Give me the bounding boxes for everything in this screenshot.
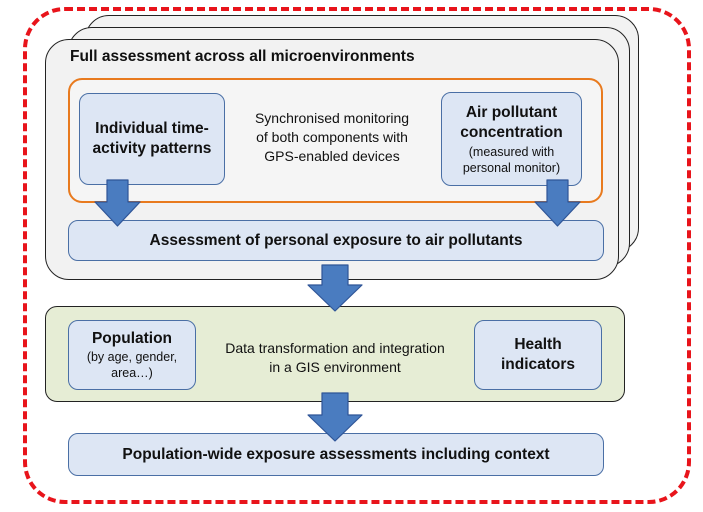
population-box: Population (by age, gender, area…) [68, 320, 196, 390]
down-arrow [307, 264, 363, 312]
down-arrow [307, 392, 363, 442]
dashed-boundary [23, 7, 691, 504]
sync-text-line: of both components with [256, 129, 408, 145]
down-arrow [94, 179, 141, 227]
air-pollutant-box: Air pollutant concentration (measured wi… [441, 92, 582, 186]
health-indicators-label: Health indicators [500, 336, 576, 373]
down-arrow [534, 179, 581, 227]
population-exposure-label: Population-wide exposure assessments inc… [122, 445, 550, 463]
population-note: (by age, gender, area…) [86, 350, 178, 380]
time-activity-box: Individual time-activity patterns [79, 93, 225, 185]
health-indicators-box: Health indicators [474, 320, 602, 390]
sync-text-line: GPS-enabled devices [264, 148, 400, 164]
air-pollutant-title: Air pollutant concentration [460, 103, 563, 141]
air-pollutant-note: (measured with personal monitor) [462, 144, 561, 175]
population-title: Population [91, 330, 173, 347]
transform-text-line: in a GIS environment [269, 359, 401, 375]
personal-exposure-box: Assessment of personal exposure to air p… [68, 220, 604, 261]
transform-text-line: Data transformation and integration [225, 340, 445, 356]
time-activity-label: Individual time-activity patterns [92, 120, 212, 157]
transformation-text: Data transformation and integration in a… [200, 339, 470, 377]
sync-text-line: Synchronised monitoring [254, 110, 410, 126]
sync-monitoring-text: Synchronised monitoring of both componen… [232, 109, 432, 166]
full-assessment-title: Full assessment across all microenvironm… [70, 48, 415, 65]
personal-exposure-label: Assessment of personal exposure to air p… [149, 231, 523, 249]
